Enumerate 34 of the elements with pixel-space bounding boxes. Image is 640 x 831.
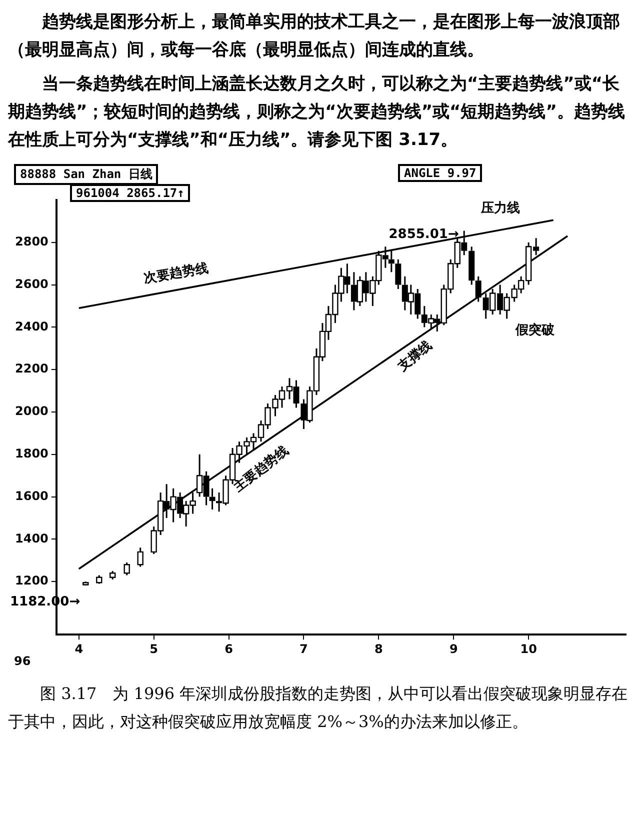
text: ANGLE 9.97: [398, 164, 482, 182]
x-tick-label: 10: [520, 642, 537, 656]
y-tick-label: 2000: [14, 404, 48, 418]
text: 961004 2865.17↑: [70, 184, 190, 202]
x-tick-label: 4: [74, 642, 84, 656]
y-tick-label: 2200: [14, 362, 48, 376]
y-tick-label: 2600: [14, 276, 48, 291]
y-tick-label: 2800: [14, 234, 48, 249]
annotation: 支撑线: [394, 338, 435, 376]
y-tick-label: 1200: [14, 574, 48, 588]
x-tick-label: 9: [449, 642, 458, 656]
annotation: 主要趋势线: [230, 442, 292, 496]
annotation: 2855.01→: [388, 227, 459, 242]
x-tick-label: 5: [150, 642, 158, 656]
candlestick: [395, 258, 402, 290]
text: 当一条趋势线在时间上涵盖长达数月之久时，可以称之为“主要趋势线”或“长期趋势线”；较短时间的趋势线，则称之为“次要趋势线”或“短期趋势线”。趋势线在性质上可分为“支撑线”和“压力线”。请参见下图 3.17。: [8, 73, 626, 152]
y-tick-label: 2400: [14, 319, 48, 334]
text: 96: [14, 654, 31, 668]
annotation: 压力线: [480, 201, 520, 216]
candlestick: [209, 488, 216, 510]
x-tick-label: 7: [300, 642, 308, 656]
y-tick-label: 1400: [14, 531, 48, 546]
y-tick-label: 1600: [14, 488, 48, 503]
caption: 图 3.17 为 1996 年深圳成份股指数的走势图，从中可以看出假突破现象明显存在于其中，因此，对这种假突破应用放宽幅度 2%～3%的办法来加以修正。: [8, 683, 629, 733]
candlestick: [475, 276, 482, 303]
text: 趋势线是图形分析上，最简单实用的技术工具之一，是在图形上每一波浪顶部（最明显高点）间，或每一谷底（最明显低点）间连成的直线。: [8, 11, 621, 62]
annotation: 假突破: [514, 322, 556, 338]
annotation: 次要趋势线: [142, 260, 210, 286]
candlestick: [468, 246, 475, 286]
x-tick-label: 8: [374, 642, 383, 656]
candlestick: [388, 250, 394, 273]
x-tick-label: 6: [224, 642, 233, 656]
y-tick-label: 1800: [14, 446, 48, 461]
text: 88888 San Zhan 日线: [14, 164, 158, 185]
